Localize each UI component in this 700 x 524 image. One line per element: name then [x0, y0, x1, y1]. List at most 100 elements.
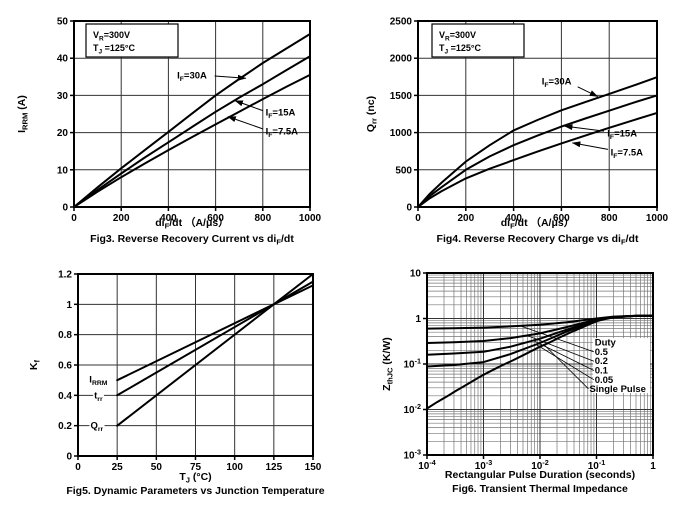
- x-axis-label: diF/dt （A/μs）: [155, 216, 229, 231]
- x-tick-label: 1: [650, 461, 656, 472]
- annotation-label: IF=15A: [607, 128, 637, 141]
- chart-caption: Fig5. Dynamic Parameters vs Junction Tem…: [66, 485, 324, 497]
- x-tick-label: 75: [190, 462, 202, 473]
- x-tick-label: 200: [113, 213, 130, 224]
- legend-leader-line: [532, 340, 595, 371]
- condition-line: TJ =125°C: [439, 43, 481, 55]
- annotation-label: 0.1: [595, 365, 609, 376]
- annotation-label: trr: [94, 390, 103, 403]
- fig6-transient-thermal-impedance-chart: 10-4 10-3 10-2 10-1 1 10-3 10-2 10-1 1 10 Duty 0.5 0…: [350, 262, 700, 524]
- y-tick-label: 10: [410, 269, 422, 280]
- x-tick-label: 600: [553, 213, 570, 224]
- annotation-label: Qrr: [90, 421, 103, 434]
- chart-caption: Fig6. Transient Thermal Impedance: [452, 483, 628, 495]
- y-tick-label: 2500: [390, 17, 413, 28]
- x-tick-label: 1000: [646, 213, 669, 224]
- series-curve: [116, 273, 314, 427]
- fig4-chart-canvas: 0 200 400 600 800 1000 0 500 1000 1500 2000 2500 VR=…: [365, 17, 669, 247]
- x-tick-label: 10-4: [418, 458, 436, 472]
- x-tick-label: 200: [457, 213, 474, 224]
- x-tick-label: 0: [71, 213, 77, 224]
- annotation-arrow: [214, 74, 247, 81]
- fig5-dynamic-parameters-chart: 0 25 50 75 100 125 150 0 0.2 0.4 0.6 0.8 1 1.2 IRRM trr…: [0, 262, 350, 524]
- series-curve: [417, 111, 658, 208]
- plot-frame: [73, 20, 311, 208]
- y-axis-label: IRRM (A): [16, 95, 30, 133]
- fig5-chart-canvas: 0 25 50 75 100 125 150 0 0.2 0.4 0.6 0.8 1 1.2 IRRM trr…: [28, 270, 325, 498]
- annotation-label: IF=7.5A: [611, 147, 644, 160]
- annotation-label: 0.2: [595, 356, 608, 367]
- x-tick-label: 150: [305, 462, 322, 473]
- conditions-box: [431, 23, 525, 58]
- x-tick-label: 1000: [299, 213, 322, 224]
- plot-frame: [417, 20, 658, 208]
- annotation-label: 0.05: [595, 375, 614, 386]
- y-tick-label: 10-3: [403, 448, 421, 462]
- series-curve: [417, 94, 658, 208]
- y-tick-label: 50: [57, 17, 69, 28]
- legend-leader-line: [520, 325, 595, 353]
- annotation-arrow: [564, 124, 605, 132]
- x-tick-label: 100: [226, 462, 243, 473]
- x-tick-label: 800: [254, 213, 271, 224]
- series-curve: [73, 55, 311, 208]
- y-tick-label: 0: [406, 203, 412, 214]
- annotation-label: IF=7.5A: [266, 126, 299, 139]
- fig3-reverse-recovery-current-chart: 0 200 400 600 800 1000 0 10 20 30 40 50 VR=300V TJ =1…: [0, 0, 350, 262]
- annotation-arrow: [234, 100, 263, 112]
- x-axis-label: TJ (°C): [179, 471, 211, 485]
- chart-caption: Fig4. Reverse Recovery Charge vs diF/dt: [437, 233, 639, 247]
- legend-leader-line: [535, 344, 595, 381]
- y-tick-label: 1: [415, 314, 421, 325]
- x-tick-label: 10-1: [588, 458, 606, 472]
- y-tick-label: 30: [57, 91, 69, 102]
- y-tick-label: 10-2: [403, 402, 421, 416]
- series-curve: [417, 76, 658, 208]
- annotation-label: 0.5: [595, 347, 609, 358]
- annotation-label: IF=15A: [266, 108, 296, 121]
- condition-line: VR=300V: [93, 30, 130, 42]
- annotation-label: Duty: [595, 337, 617, 348]
- series-curve: [73, 33, 311, 208]
- series-curve: [73, 73, 311, 208]
- x-tick-label: 400: [160, 213, 177, 224]
- y-axis-label: Kf: [28, 359, 42, 370]
- x-tick-label: 400: [505, 213, 522, 224]
- x-axis-label: Rectangular Pulse Duration (seconds): [445, 469, 635, 481]
- series-curve: [426, 314, 654, 410]
- y-tick-label: 1000: [390, 128, 413, 139]
- x-tick-label: 600: [207, 213, 224, 224]
- y-tick-label: 2000: [390, 54, 413, 65]
- x-tick-label: 10-2: [531, 458, 549, 472]
- x-tick-label: 800: [601, 213, 618, 224]
- y-tick-label: 0: [62, 203, 68, 214]
- condition-line: VR=300V: [439, 30, 476, 42]
- y-axis-label: Qrr (nc): [365, 96, 379, 132]
- y-tick-label: 0: [66, 452, 72, 463]
- legend-leader-line: [544, 344, 589, 390]
- conditions-box: [85, 23, 179, 58]
- annotation-label: IRRM: [89, 374, 107, 387]
- y-tick-label: 40: [57, 54, 69, 65]
- y-tick-label: 0.8: [58, 330, 72, 341]
- annotation-arrow: [571, 141, 609, 150]
- y-tick-label: 0.2: [58, 421, 72, 432]
- y-tick-label: 500: [395, 165, 412, 176]
- series-curve: [116, 280, 314, 397]
- y-tick-label: 1.2: [58, 270, 72, 281]
- y-tick-label: 10-1: [403, 357, 421, 371]
- y-tick-label: 10: [57, 165, 69, 176]
- x-tick-label: 125: [265, 462, 282, 473]
- x-tick-label: 10-3: [475, 458, 493, 472]
- y-tick-label: 20: [57, 128, 69, 139]
- x-axis-label: diF/dt （A/μs）: [501, 216, 575, 231]
- annotation-label: Single Pulse: [589, 384, 646, 395]
- condition-line: TJ =125°C: [93, 43, 135, 55]
- x-tick-label: 0: [75, 462, 81, 473]
- x-tick-label: 0: [415, 213, 421, 224]
- annotation-label: IF=30A: [542, 76, 572, 89]
- fig4-reverse-recovery-charge-chart: 0 200 400 600 800 1000 0 500 1000 1500 2000 2500 VR=…: [350, 0, 700, 262]
- y-axis-label: ZthJC (K/W): [381, 337, 395, 391]
